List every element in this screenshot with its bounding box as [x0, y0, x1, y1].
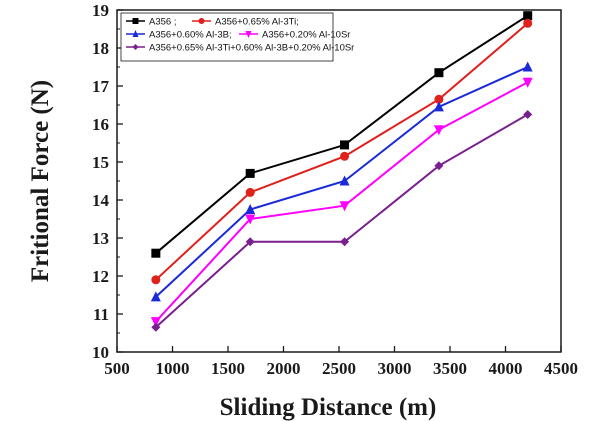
data-point — [522, 61, 533, 72]
y-tick-label: 19 — [92, 1, 109, 20]
legend-marker — [198, 18, 205, 24]
series-layer — [150, 11, 533, 332]
legend-entry: A356+0.20% Al-10Sr — [239, 29, 350, 40]
data-point — [151, 322, 161, 332]
y-axis-title: Fritional Force (N) — [27, 80, 54, 282]
legend-label: A356+0.65% Al-3Ti; — [215, 16, 299, 27]
y-tick-label: 15 — [92, 153, 109, 172]
data-point — [339, 175, 350, 186]
data-point — [433, 125, 444, 136]
x-tick-label: 1000 — [156, 359, 190, 378]
legend-entry: A356+0.65% Al-3Ti; — [192, 16, 299, 27]
legend-label: A356+0.65% Al-3Ti+0.60% Al-3B+0.20% Al-1… — [149, 42, 354, 53]
x-tick-label: 2500 — [322, 359, 356, 378]
x-tick-label: 3500 — [433, 359, 467, 378]
legend-label: A356 ; — [149, 16, 176, 27]
legend-marker — [132, 30, 139, 37]
legend-entry: A356 ; — [126, 16, 176, 27]
data-point — [151, 248, 161, 258]
legend-box — [120, 12, 334, 62]
data-point — [523, 110, 533, 119]
series-1 — [151, 11, 533, 258]
legend-marker — [132, 18, 139, 24]
series-5 — [151, 110, 533, 332]
x-tick-label: 1500 — [211, 359, 245, 378]
data-point — [522, 77, 533, 88]
data-point — [150, 317, 161, 328]
data-point — [339, 201, 350, 212]
legend: A356 ; A356+0.65% Al-3Ti; A356+0.60% Al-3B… — [120, 12, 354, 62]
legend-marker — [245, 31, 252, 38]
data-point — [245, 168, 255, 178]
series-3 — [150, 61, 533, 302]
data-point — [523, 18, 533, 28]
data-point — [434, 68, 444, 78]
y-tick-label: 12 — [92, 267, 109, 286]
data-point — [151, 275, 161, 285]
data-point — [434, 161, 444, 171]
legend-marker — [132, 44, 139, 50]
axis-ticks: 500 1000 1500 2000 2500 3000 3500 4000 4500 10 11 1… — [92, 1, 578, 378]
y-tick-label: 11 — [93, 305, 109, 324]
x-axis-title: Sliding Distance (m) — [220, 394, 437, 421]
y-tick-label: 18 — [92, 39, 109, 58]
legend-entry: A356+0.60% Al-3B; — [126, 29, 232, 40]
y-tick-label: 13 — [92, 229, 109, 248]
data-point — [245, 204, 256, 214]
legend-entry: A356+0.65% Al-3Ti+0.60% Al-3B+0.20% Al-1… — [126, 42, 354, 53]
x-tick-label: 4000 — [489, 359, 523, 378]
data-point — [150, 291, 161, 302]
x-tick-label: 4500 — [544, 359, 578, 378]
series-4 — [150, 77, 533, 328]
data-point — [340, 140, 350, 150]
data-point — [340, 237, 350, 247]
x-tick-label: 2000 — [267, 359, 301, 378]
data-point — [340, 151, 350, 161]
y-tick-label: 10 — [92, 343, 109, 362]
y-tick-label: 14 — [92, 191, 110, 210]
x-tick-label: 500 — [104, 359, 130, 378]
data-point — [245, 237, 255, 247]
x-tick-label: 3000 — [378, 359, 412, 378]
data-point — [434, 94, 444, 104]
legend-label: A356+0.60% Al-3B; — [149, 29, 232, 40]
y-tick-label: 16 — [92, 115, 109, 134]
data-point — [245, 187, 255, 197]
series-2 — [151, 18, 533, 285]
data-point — [433, 101, 444, 112]
y-tick-label: 17 — [92, 77, 110, 96]
data-point — [523, 11, 533, 21]
legend-label: A356+0.20% Al-10Sr — [262, 29, 350, 40]
data-point — [245, 214, 256, 225]
